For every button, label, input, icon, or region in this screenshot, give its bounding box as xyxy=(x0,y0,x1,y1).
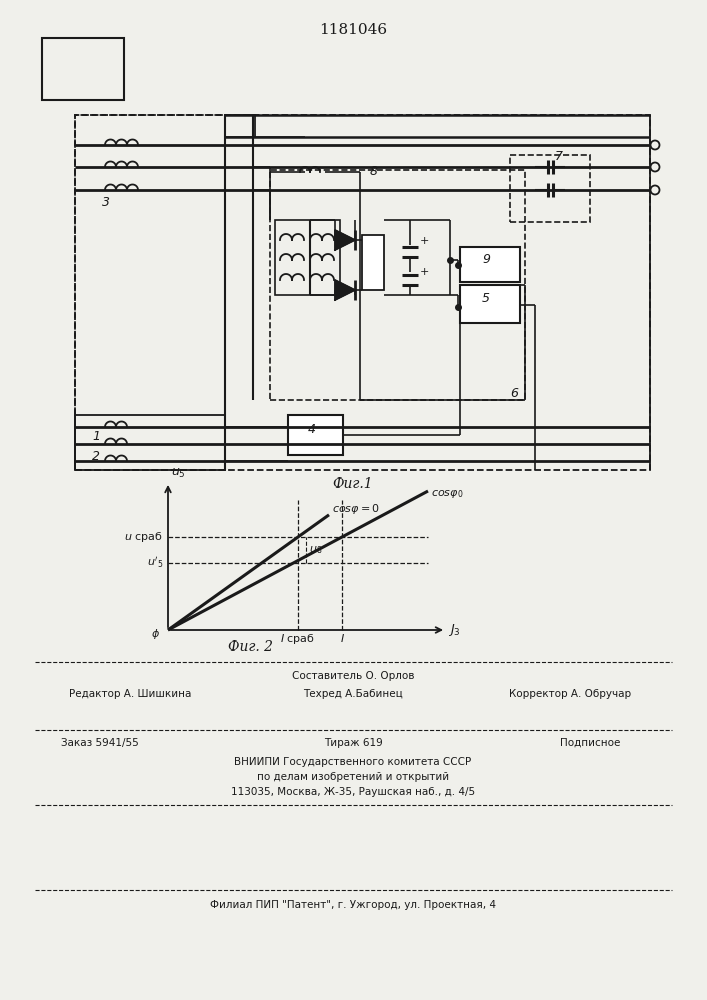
Bar xyxy=(42,38,124,100)
Bar xyxy=(270,170,525,400)
Text: 7: 7 xyxy=(555,150,563,163)
Text: 6: 6 xyxy=(510,387,518,400)
Bar xyxy=(75,115,650,470)
Text: ВНИИПИ Государственного комитета СССР: ВНИИПИ Государственного комитета СССР xyxy=(235,757,472,767)
Polygon shape xyxy=(335,280,355,300)
Bar xyxy=(460,285,520,323)
Text: 9: 9 xyxy=(482,253,490,266)
Text: 5: 5 xyxy=(482,292,490,305)
Text: $u_8$: $u_8$ xyxy=(309,544,322,556)
Text: Тираж 619: Тираж 619 xyxy=(324,738,382,748)
Text: Корректор А. Обручар: Корректор А. Обручар xyxy=(509,689,631,699)
Text: $\phi$: $\phi$ xyxy=(151,627,160,641)
Text: $u'_5$: $u'_5$ xyxy=(146,556,163,570)
Text: Составитель О. Орлов: Составитель О. Орлов xyxy=(292,671,414,681)
Text: 1: 1 xyxy=(92,430,100,443)
Polygon shape xyxy=(335,230,355,250)
Text: 113035, Москва, Ж-35, Раушская наб., д. 4/5: 113035, Москва, Ж-35, Раушская наб., д. … xyxy=(231,787,475,797)
Bar xyxy=(510,155,590,222)
Text: +: + xyxy=(420,236,429,246)
Text: Фиг.1: Фиг.1 xyxy=(333,477,373,491)
Text: Фиг. 2: Фиг. 2 xyxy=(228,640,272,654)
Bar xyxy=(75,115,225,470)
Text: $cos\varphi=0$: $cos\varphi=0$ xyxy=(332,502,380,516)
Text: 2: 2 xyxy=(92,450,100,463)
Text: 3: 3 xyxy=(102,196,110,209)
Text: 4: 4 xyxy=(308,423,316,436)
Text: $u$ сраб: $u$ сраб xyxy=(124,530,163,544)
Text: Заказ 5941/55: Заказ 5941/55 xyxy=(61,738,139,748)
Bar xyxy=(225,115,255,137)
Text: $u_5$: $u_5$ xyxy=(171,467,186,480)
Bar xyxy=(75,415,225,470)
Text: 8: 8 xyxy=(370,165,378,178)
Text: $J_3$: $J_3$ xyxy=(448,622,460,638)
Text: 1181046: 1181046 xyxy=(319,23,387,37)
Text: Подписное: Подписное xyxy=(560,738,620,748)
Text: Филиал ПИП "Патент", г. Ужгород, ул. Проектная, 4: Филиал ПИП "Патент", г. Ужгород, ул. Про… xyxy=(210,900,496,910)
Text: Техред А.Бабинец: Техред А.Бабинец xyxy=(303,689,403,699)
Text: +: + xyxy=(420,267,429,277)
Text: $I$: $I$ xyxy=(339,632,344,644)
Bar xyxy=(362,235,384,290)
Text: $cos\varphi_0$: $cos\varphi_0$ xyxy=(431,488,463,500)
Bar xyxy=(288,415,343,455)
Bar xyxy=(275,220,340,295)
Text: по делам изобретений и открытий: по делам изобретений и открытий xyxy=(257,772,449,782)
Text: $I$ сраб: $I$ сраб xyxy=(281,632,315,646)
Bar xyxy=(460,247,520,282)
Text: Редактор А. Шишкина: Редактор А. Шишкина xyxy=(69,689,191,699)
